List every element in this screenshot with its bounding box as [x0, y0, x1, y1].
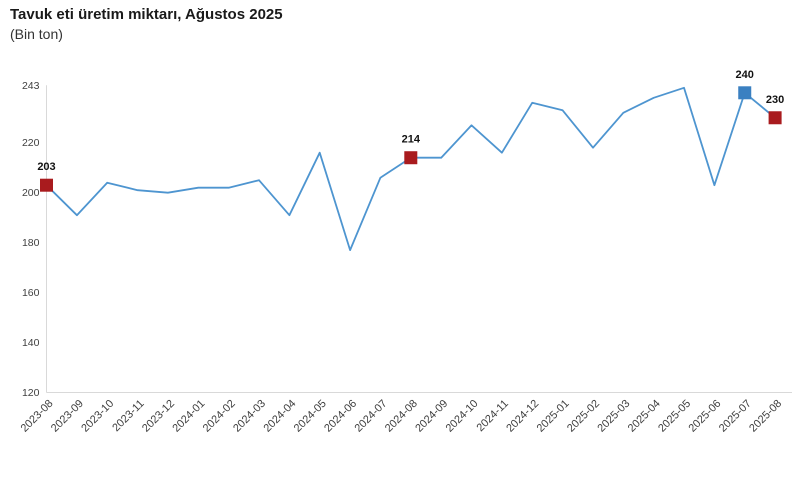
highlight-value-label: 214 [402, 134, 421, 146]
x-tick-label: 2024-02 [201, 398, 238, 435]
x-tick-label: 2025-04 [626, 398, 663, 435]
y-tick-label: 220 [22, 137, 40, 149]
x-tick-label: 2025-01 [535, 398, 572, 435]
x-tick-label: 2024-03 [231, 398, 268, 435]
highlight-marker [768, 111, 782, 125]
chart-header: Tavuk eti üretim miktarı, Ağustos 2025 (… [10, 5, 283, 45]
x-tick-label: 2025-03 [595, 398, 632, 435]
y-tick-label: 243 [22, 80, 40, 92]
highlight-marker [40, 178, 53, 192]
x-tick-label: 2023-08 [19, 398, 56, 435]
y-tick-label: 120 [22, 387, 40, 399]
chart-subtitle: (Bin ton) [10, 26, 63, 43]
x-tick-label: 2025-06 [686, 398, 723, 435]
x-tick-label: 2024-08 [383, 398, 420, 435]
x-tick-label: 2024-01 [170, 398, 207, 435]
y-tick-label: 180 [22, 237, 40, 249]
x-tick-label: 2024-10 [444, 398, 481, 435]
x-tick-label: 2025-02 [565, 398, 602, 435]
highlight-value-label: 203 [37, 161, 55, 173]
y-tick-label: 160 [22, 287, 40, 299]
x-tick-label: 2023-10 [79, 398, 116, 435]
x-tick-label: 2024-12 [504, 398, 541, 435]
x-tick-label: 2025-07 [717, 398, 754, 435]
highlight-value-label: 240 [736, 69, 754, 81]
x-tick-label: 2024-05 [292, 398, 329, 435]
x-tick-label: 2025-08 [747, 398, 784, 435]
y-tick-label: 140 [22, 337, 40, 349]
x-tick-label: 2023-09 [49, 398, 86, 435]
y-tick-label: 200 [22, 187, 40, 199]
highlight-value-label: 230 [766, 94, 784, 106]
x-tick-label: 2024-07 [353, 398, 390, 435]
x-tick-label: 2023-12 [140, 398, 177, 435]
highlight-marker [738, 86, 752, 100]
highlight-marker [404, 151, 418, 165]
chart-title: Tavuk eti üretim miktarı, Ağustos 2025 [10, 6, 283, 23]
x-tick-label: 2024-09 [413, 398, 450, 435]
x-tick-label: 2024-06 [322, 398, 359, 435]
x-tick-label: 2025-05 [656, 398, 693, 435]
series-line [45, 86, 776, 252]
x-tick-label: 2024-04 [261, 398, 298, 435]
